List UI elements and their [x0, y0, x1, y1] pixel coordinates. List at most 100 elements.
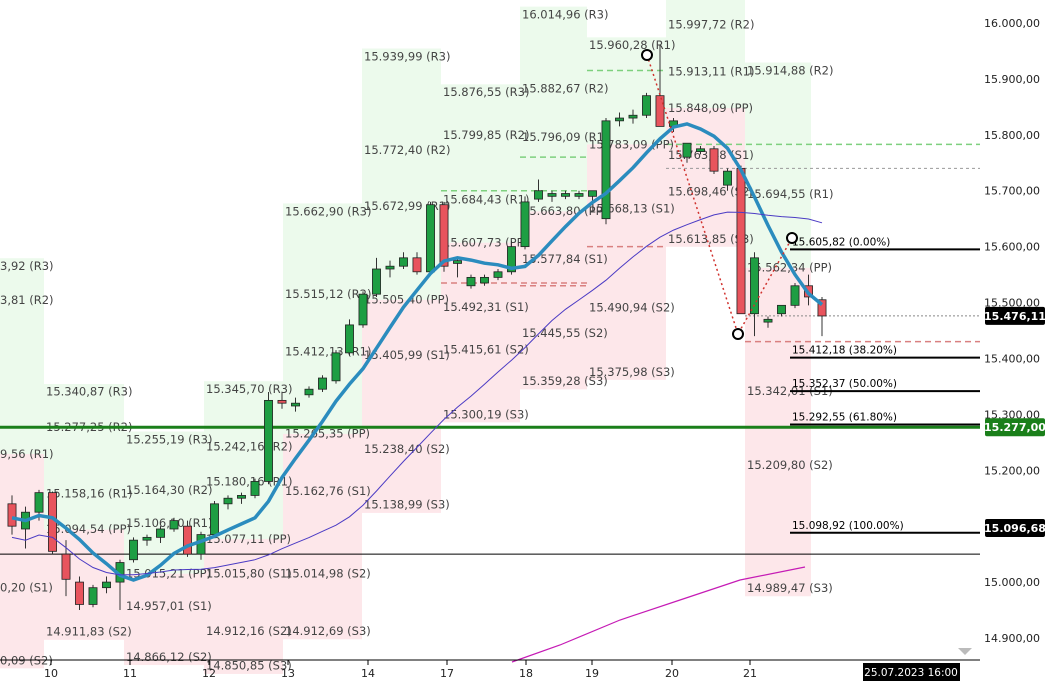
pivot-label: 15.300,19 (S3) [443, 407, 529, 421]
time-axis-tick-label: 18 [519, 667, 533, 680]
candle [642, 95, 651, 116]
swing-zigzag-line [646, 54, 793, 336]
swing-point-marker[interactable] [641, 49, 653, 61]
candle [318, 377, 327, 390]
price-badge-label: 15.476,11 [984, 310, 1046, 323]
candle [399, 257, 408, 267]
candle [777, 304, 786, 315]
pivot-label: 15.405,99 (S1) [364, 348, 450, 362]
candle [736, 167, 746, 315]
candle [493, 271, 503, 278]
pivot-label: 15.799,85 (R2) [443, 128, 529, 142]
candle [723, 170, 732, 186]
pivot-zone-support [666, 107, 745, 247]
pivot-label: 15.876,55 (R3) [443, 85, 529, 99]
pivot-label: 15.412,13 (R1) [285, 345, 371, 359]
price-axis-tick-label: 15.600,00 [984, 241, 1040, 254]
pivot-label: 15.255,19 (R3) [126, 432, 212, 446]
pivot-label: 14.912,16 (S2) [206, 624, 292, 638]
candle [561, 193, 570, 197]
pivot-label: 15.505,40 (PP) [364, 293, 449, 307]
time-axis-tick-label: 13 [281, 667, 295, 680]
pivot-zone-resistance [745, 62, 811, 268]
time-axis-tick-label: 20 [665, 667, 679, 680]
price-axis-tick-label: 15.300,00 [984, 408, 1040, 421]
pivot-zone-resistance [441, 84, 520, 243]
time-axis-tick-label: 17 [440, 667, 454, 680]
pivot-label: 15.162,76 (S1) [285, 484, 371, 498]
pivot-zone-support [124, 573, 204, 666]
candle [34, 492, 44, 513]
candle [480, 276, 489, 284]
candle [601, 120, 611, 220]
candle [507, 246, 516, 273]
pivot-label: 15.848,09 (PP) [668, 101, 753, 115]
swing-point-marker[interactable] [786, 232, 798, 244]
time-axis-tick-label: 10 [44, 667, 58, 680]
candle [196, 534, 206, 555]
time-axis-tick-label: 12 [202, 667, 216, 680]
pivot-label: 15.772,40 (R2) [364, 143, 450, 157]
pivot-zone-resistance [520, 6, 587, 212]
pivot-label: 15.015,21 (PP) [126, 567, 211, 581]
candle [88, 587, 98, 605]
candle [763, 318, 773, 323]
pivot-zone-support [0, 454, 44, 669]
candle [264, 399, 273, 482]
candle [102, 581, 111, 589]
candle [750, 257, 759, 315]
candle [169, 520, 179, 530]
candle [61, 553, 71, 580]
pivot-label: 15.265,35 (PP) [285, 427, 370, 441]
pivot-label: 15.684,43 (R1) [443, 192, 529, 206]
candle [7, 503, 17, 527]
pivot-label: 15.796,09 (R1) [522, 130, 608, 144]
pivot-label: 15.340,87 (R3) [46, 385, 132, 399]
candle [682, 142, 692, 158]
pivot-label: 15.375,98 (S3) [589, 365, 675, 379]
pivot-label: 15.960,28 (R1) [589, 38, 675, 52]
candle [520, 201, 530, 248]
price-badge [985, 418, 1045, 437]
price-axis-tick-label: 15.000,00 [984, 576, 1040, 589]
candle [372, 268, 381, 295]
candle [453, 260, 462, 264]
cursor-time-label: 25.07.2023 16:00 [864, 667, 958, 679]
candle [534, 190, 543, 200]
candle [183, 525, 192, 555]
candle [412, 257, 422, 273]
candle [250, 481, 260, 496]
candle [237, 495, 246, 499]
pivot-zone-support [283, 433, 362, 640]
scroll-down-icon[interactable] [958, 648, 972, 655]
candle [277, 399, 287, 404]
fibonacci-level-label: 15.412,18 (38.20%) [792, 345, 897, 357]
pivot-label: 15.515,12 (R2) [285, 287, 371, 301]
swing-point-marker[interactable] [732, 328, 744, 340]
candle [709, 148, 719, 172]
pivot-label: 15.106,10 (R1) [126, 516, 212, 530]
pivot-label: 15.359,28 (S3) [522, 374, 608, 388]
pivot-label: 15.138,99 (S3) [364, 497, 450, 511]
pivot-label: 15.158,16 (R1) [46, 487, 132, 501]
pivot-zone-resistance [0, 258, 44, 455]
pivot-label: 14.866,12 (S2) [126, 650, 212, 664]
moving-average-fast [11, 122, 824, 582]
pivot-label: 15.913,11 (R1) [668, 65, 754, 79]
pivot-label: 14.912,69 (S3) [285, 624, 371, 638]
candle [817, 299, 827, 317]
pivot-label: 15.939,99 (R3) [364, 50, 450, 64]
pivot-label-left-edge: 3,81 (R2) [0, 293, 54, 307]
price-badge-label: 15.096,68 [984, 522, 1046, 535]
pivot-label: 15.077,11 (PP) [206, 532, 291, 546]
pivot-label: 15.490,94 (S2) [589, 301, 675, 315]
pivot-label: 15.882,67 (R2) [522, 82, 608, 96]
fibonacci-level-label: 15.098,92 (100.00%) [792, 520, 904, 532]
pivot-zone-support [204, 539, 283, 674]
candle [304, 388, 314, 396]
fibonacci-level-label: 15.605,82 (0.00%) [792, 236, 890, 248]
pivot-label: 15.914,88 (R2) [747, 64, 833, 78]
pivot-label: 15.694,55 (R1) [747, 187, 833, 201]
